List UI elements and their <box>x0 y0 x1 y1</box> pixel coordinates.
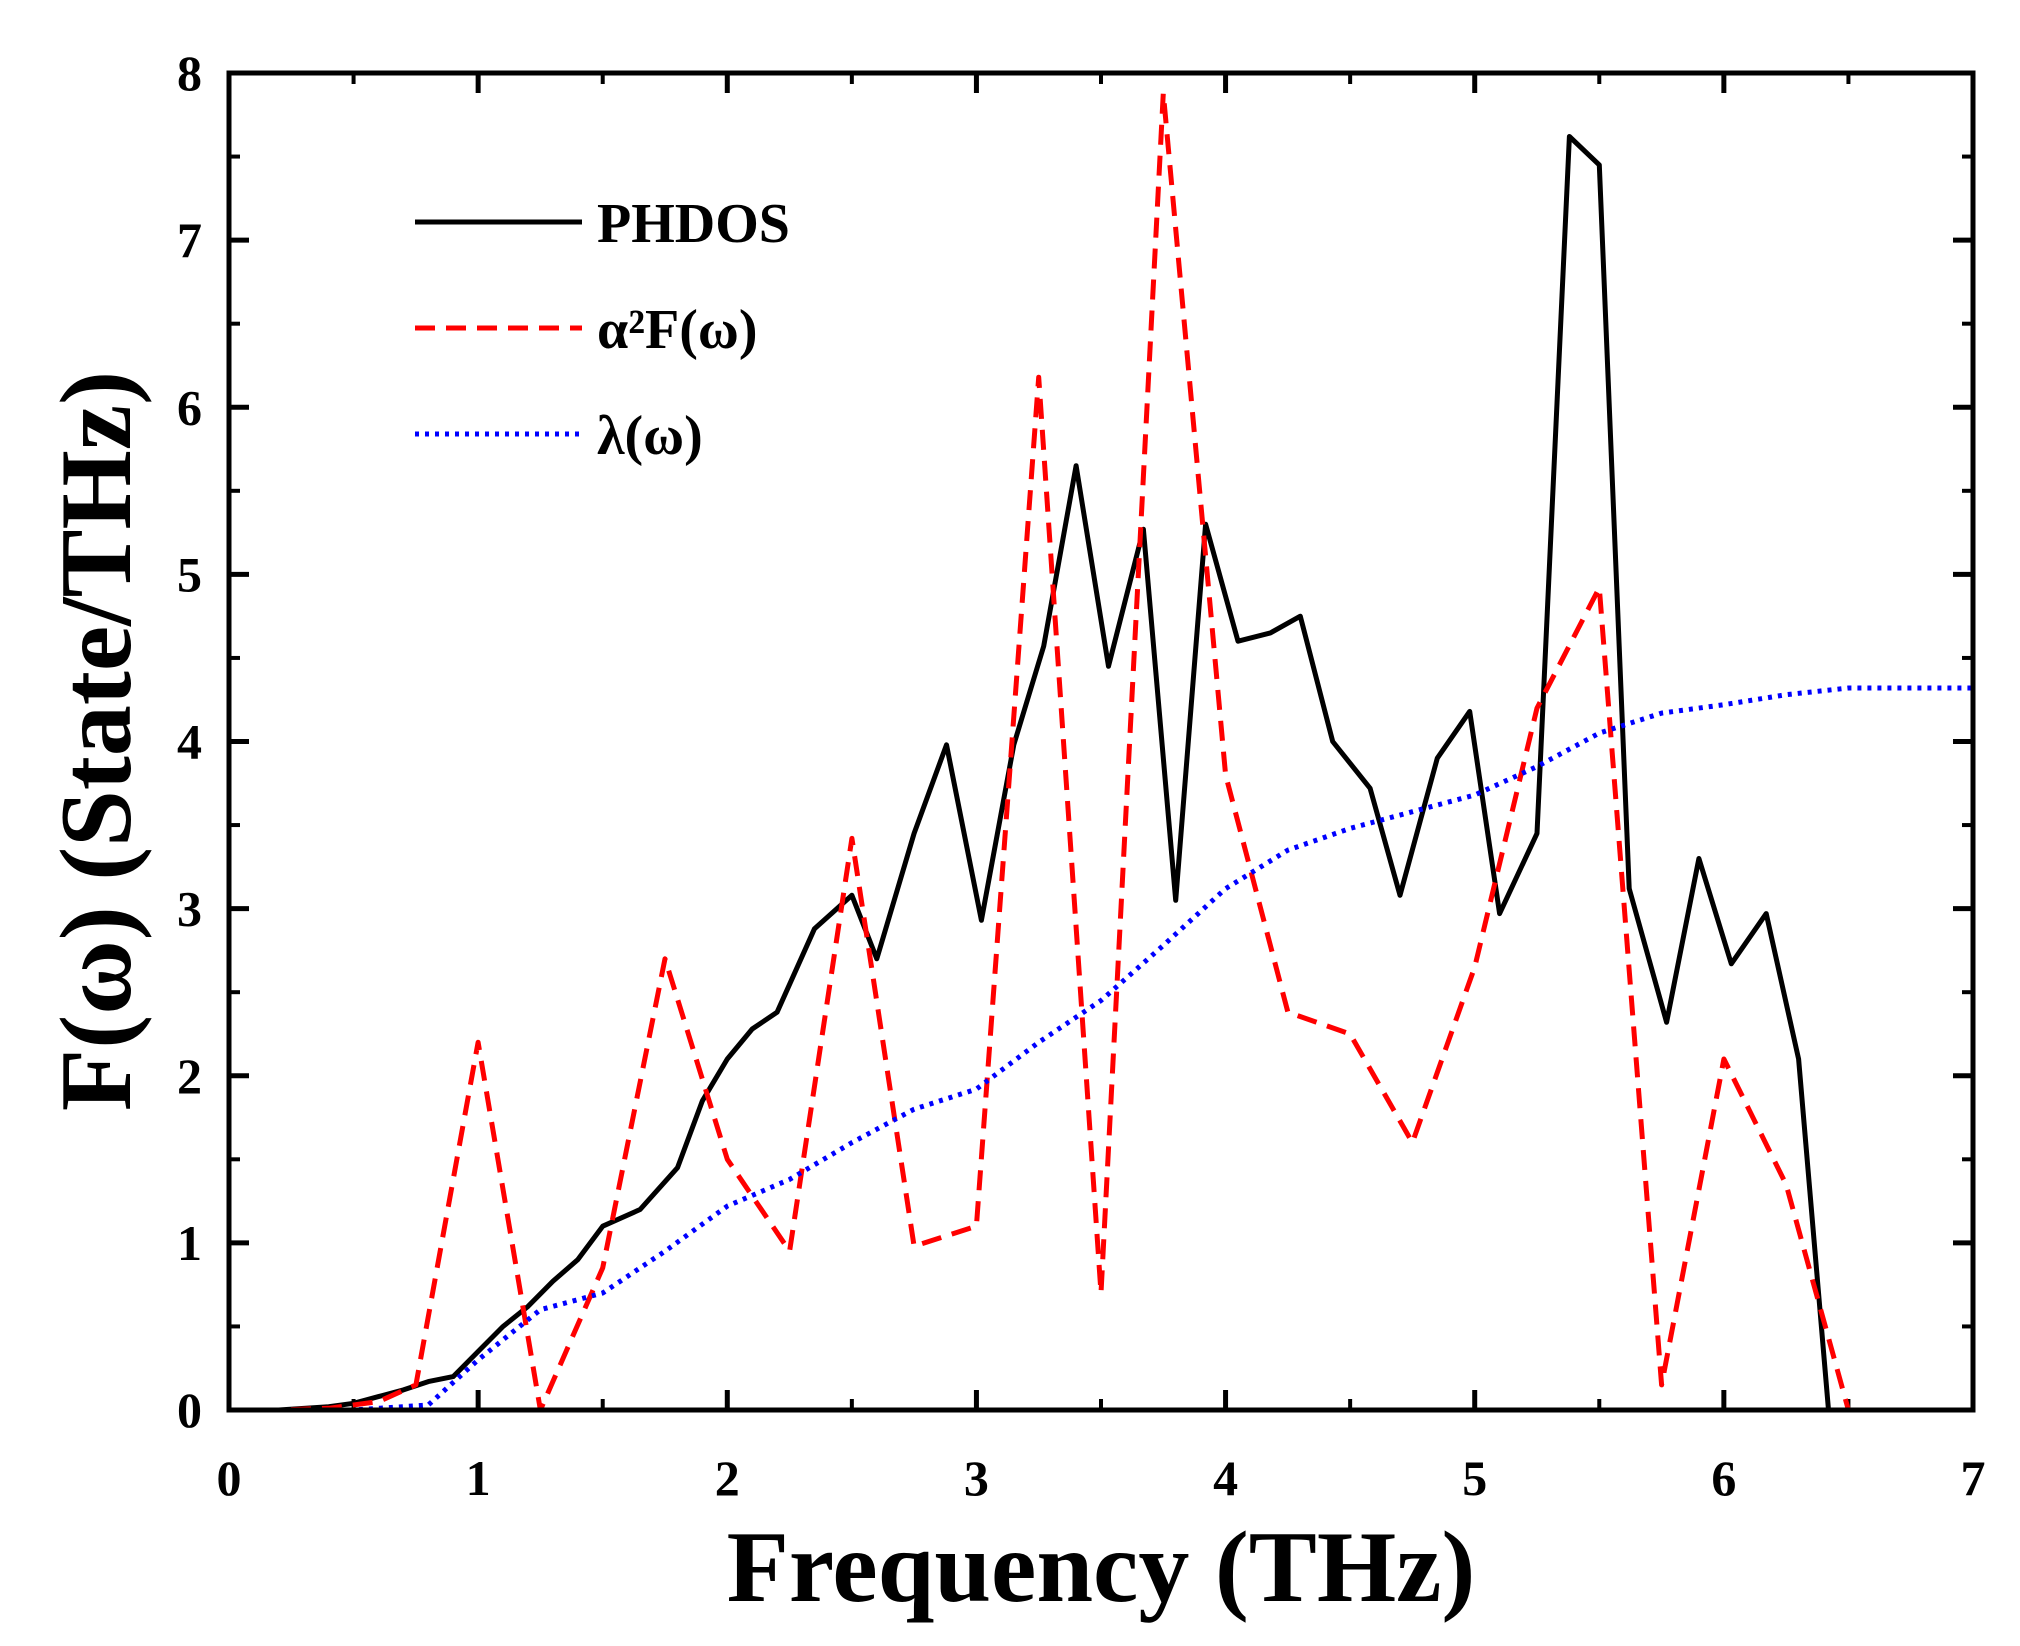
y-tick-label-1: 1 <box>177 1215 202 1271</box>
y-tick-label-7: 7 <box>177 212 202 268</box>
series-line-lambda <box>229 685 1973 1413</box>
x-tick-label-1: 1 <box>466 1450 491 1506</box>
legend-label-lambda: λ(ω) <box>597 405 703 467</box>
series-layer <box>229 90 1973 1413</box>
x-tick-label-5: 5 <box>1462 1450 1487 1506</box>
x-tick-label-0: 0 <box>217 1450 242 1506</box>
y-tick-label-6: 6 <box>177 379 202 435</box>
legend-label-phdos: PHDOS <box>597 193 790 255</box>
y-tick-label-3: 3 <box>177 881 202 937</box>
plot-frame <box>226 70 1976 1413</box>
x-axis-title: Frequency (THz) <box>727 1511 1476 1624</box>
y-tick-label-0: 0 <box>177 1382 202 1438</box>
series-line-phdos <box>229 134 1831 1413</box>
y-tick-label-8: 8 <box>177 45 202 101</box>
x-tick-label-6: 6 <box>1711 1450 1736 1506</box>
series-line-alpha2f <box>229 90 1973 1413</box>
legend-label-alpha2f: α²F(ω) <box>597 299 757 361</box>
y-tick-label-5: 5 <box>177 546 202 602</box>
y-axis-title: F(ω) (State/THz) <box>40 371 153 1111</box>
y-tick-label-4: 4 <box>177 714 202 770</box>
x-tick-label-3: 3 <box>964 1450 989 1506</box>
y-tick-label-2: 2 <box>177 1048 202 1104</box>
tick-labels-layer: 0 1 2 3 4 5 6 7 0 1 2 3 4 5 6 7 8 <box>177 45 1986 1506</box>
x-tick-label-2: 2 <box>715 1450 740 1506</box>
x-tick-label-4: 4 <box>1213 1450 1238 1506</box>
x-tick-label-7: 7 <box>1961 1450 1986 1506</box>
legend: PHDOS α²F(ω) λ(ω) <box>415 193 790 467</box>
